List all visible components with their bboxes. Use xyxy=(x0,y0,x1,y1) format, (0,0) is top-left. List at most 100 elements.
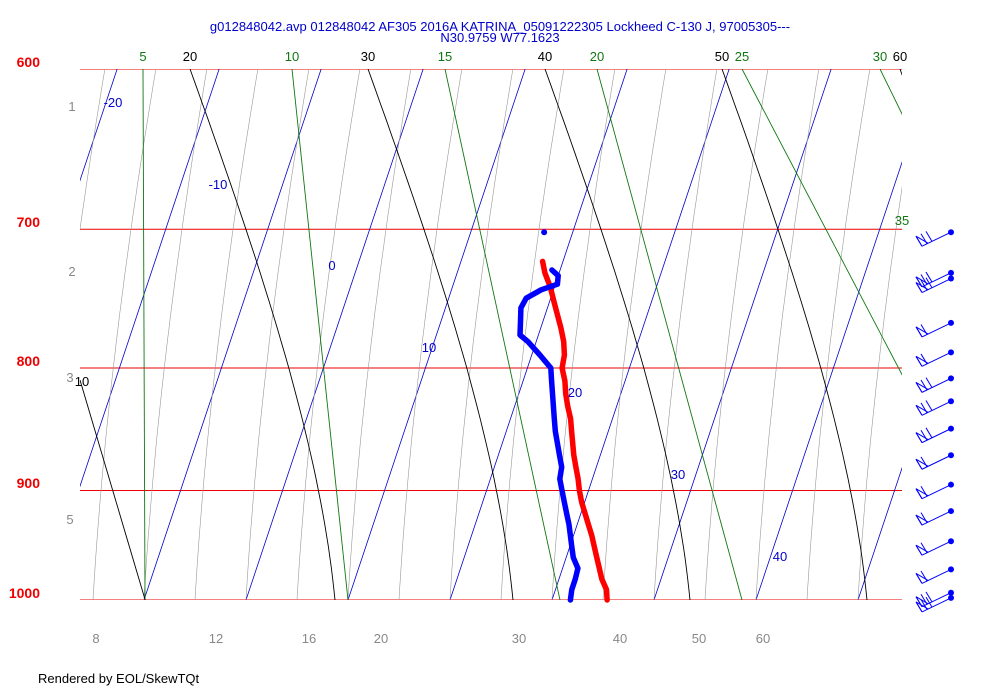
wind-barb xyxy=(915,398,954,416)
wind-barb xyxy=(915,275,954,293)
isotherm-40 xyxy=(755,161,902,600)
wind-barb xyxy=(915,349,954,367)
chart-title-line1: g012848042.avp 012848042 AF305 2016A KAT… xyxy=(210,19,790,34)
pressure-label-600: 600 xyxy=(17,54,41,70)
isotherm-20 xyxy=(551,69,730,600)
moist-adiabat-line xyxy=(92,69,157,600)
mixing-ratio-label-20: 20 xyxy=(590,49,604,64)
mixing-ratio-label-15: 15 xyxy=(438,49,452,64)
isotherm-label-30: 30 xyxy=(671,467,685,482)
isotherm--50 xyxy=(0,69,15,600)
moist-adiabat-line xyxy=(245,69,310,600)
mixing-ratio-line xyxy=(741,69,902,376)
bottom-scale-label-12: 12 xyxy=(209,631,223,646)
moist-adiabat-line xyxy=(653,69,718,600)
wind-barb xyxy=(915,508,954,526)
mixing-ratio-label-30: 30 xyxy=(873,49,887,64)
wind-barb xyxy=(915,229,954,247)
mixing-ratio-label-5: 5 xyxy=(139,49,146,64)
render-credit: Rendered by EOL/SkewTQt xyxy=(38,671,200,686)
sounding-traces xyxy=(517,229,610,603)
left-scale-label-3: 3 xyxy=(66,370,73,385)
dry-adiabat-label-20: 20 xyxy=(183,49,197,64)
wind-barb xyxy=(915,538,954,556)
mixing-ratio-label-25: 25 xyxy=(735,49,749,64)
moist-adiabat-line xyxy=(449,69,514,600)
dry-adiabat-label-60: 60 xyxy=(893,49,907,64)
dry-adiabat-line xyxy=(544,69,691,600)
moist-adiabat-line xyxy=(704,69,769,600)
dry-adiabat-line xyxy=(189,69,336,600)
dry-adiabat-line xyxy=(721,69,868,600)
isotherm--20 xyxy=(143,69,322,600)
wind-barb xyxy=(915,594,954,613)
dry-adiabat-label-50: 50 xyxy=(715,49,729,64)
dry-adiabat-line xyxy=(80,379,146,600)
bottom-scale-label-20: 20 xyxy=(374,631,388,646)
mixing-ratio-line xyxy=(596,69,743,600)
isotherm--40 xyxy=(80,69,118,182)
bottom-scale-label-60: 60 xyxy=(756,631,770,646)
wind-barbs xyxy=(915,229,954,613)
dry-adiabat-label-30: 30 xyxy=(361,49,375,64)
isotherm--30 xyxy=(80,69,220,488)
moist-adiabat-line xyxy=(194,69,259,600)
mixing-ratio-label-10: 10 xyxy=(285,49,299,64)
moist-adiabat-line xyxy=(857,185,902,600)
isotherm-label--20: -20 xyxy=(104,95,123,110)
bottom-scale-label-16: 16 xyxy=(302,631,316,646)
isotherm-label-20: 20 xyxy=(568,385,582,400)
isolated-point xyxy=(541,229,548,236)
wind-barb xyxy=(915,589,954,608)
mixing-ratio-line xyxy=(291,69,349,600)
isotherm-0 xyxy=(347,69,526,600)
moist-adiabat-line xyxy=(80,69,106,232)
moist-adiabat-line xyxy=(296,69,361,600)
isotherm-label-40: 40 xyxy=(773,549,787,564)
temperature-trace xyxy=(539,258,610,603)
wind-barb xyxy=(915,452,954,470)
left-scale-label-1: 1 xyxy=(68,99,75,114)
bottom-scale-label-30: 30 xyxy=(512,631,526,646)
pressure-label-800: 800 xyxy=(17,353,41,369)
chart-title-line2: N30.9759 W77.1623 xyxy=(440,30,559,45)
left-scale-label-2: 2 xyxy=(68,264,75,279)
isotherm-10 xyxy=(449,69,628,600)
wind-barb xyxy=(915,425,954,444)
isotherm-30 xyxy=(653,69,832,600)
left-scale-label-5: 5 xyxy=(66,512,73,527)
moist-adiabat-line xyxy=(347,69,412,600)
moist-adiabat-line xyxy=(398,69,463,600)
bottom-scale-label-40: 40 xyxy=(613,631,627,646)
skewt-grid xyxy=(0,69,902,600)
bottom-scale-label-8: 8 xyxy=(92,631,99,646)
mixing-ratio-label-35: 35 xyxy=(895,213,909,228)
dry-adiabat-line xyxy=(367,69,514,600)
pressure-label-1000: 1000 xyxy=(9,585,40,601)
grid-labels: 600 700 800 900 1000 -20 -10 0 10 20 30 40 10 20 30 40 5… xyxy=(9,49,909,646)
wind-barb xyxy=(915,319,954,338)
pressure-label-700: 700 xyxy=(17,214,41,230)
wind-barb xyxy=(915,566,954,584)
bottom-scale-label-50: 50 xyxy=(692,631,706,646)
dry-adiabat-label-10: 10 xyxy=(75,374,89,389)
mixing-ratio-line xyxy=(879,69,902,115)
isotherm-label--10: -10 xyxy=(209,177,228,192)
moist-adiabat-line xyxy=(551,69,616,600)
mixing-ratio-line xyxy=(142,69,146,600)
wind-barb xyxy=(915,375,954,393)
pressure-label-900: 900 xyxy=(17,475,41,491)
dry-adiabat-label-40: 40 xyxy=(538,49,552,64)
moist-adiabat-line xyxy=(143,69,208,600)
wind-barb xyxy=(915,269,954,288)
dewpoint-trace xyxy=(517,267,581,603)
mixing-ratio-line xyxy=(444,69,561,600)
moist-adiabat-line xyxy=(500,69,565,600)
dry-adiabat-line xyxy=(899,69,902,76)
isotherm-50 xyxy=(857,466,902,600)
moist-adiabat-line xyxy=(0,69,3,600)
isotherm--10 xyxy=(245,69,424,600)
isotherm-label-10: 10 xyxy=(422,340,436,355)
wind-barb xyxy=(915,481,954,500)
